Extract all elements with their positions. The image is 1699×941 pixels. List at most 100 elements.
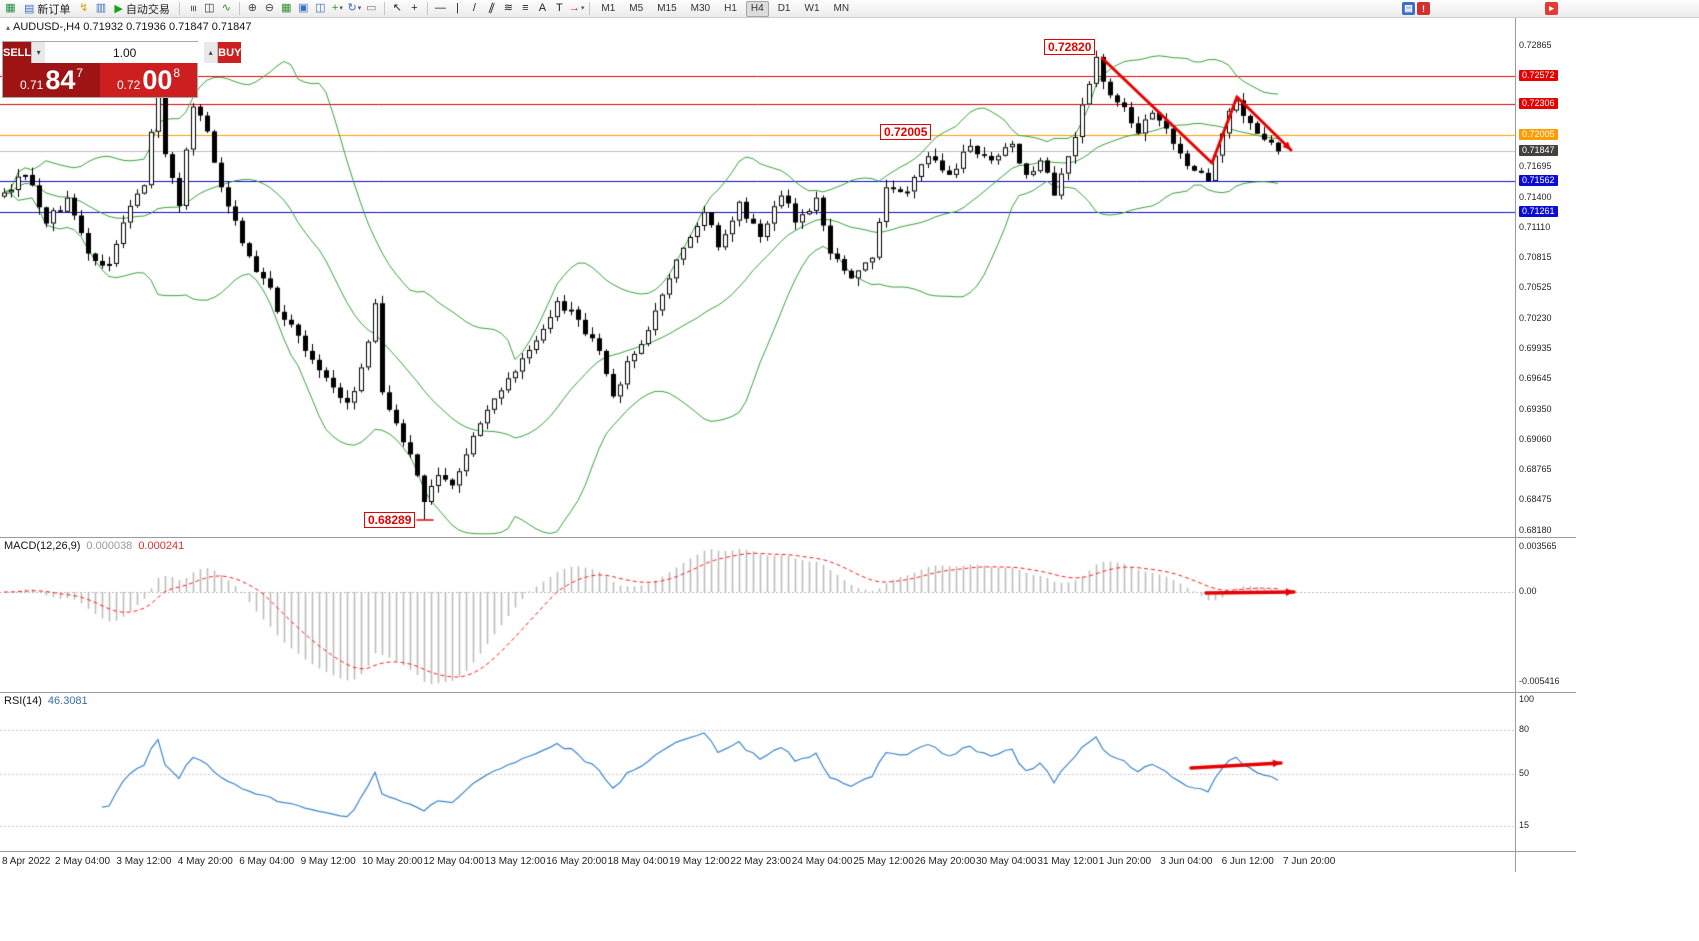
toolbar-separator	[589, 2, 591, 15]
axis-time-label: 3 May 12:00	[116, 856, 172, 867]
timeframe-button-M1[interactable]: M1	[601, 3, 616, 14]
rsi-axis-label: 50	[1519, 768, 1530, 778]
arrows-tool-icon[interactable]: → ▾	[568, 2, 585, 14]
price-line-label: 0.71562	[1519, 174, 1558, 186]
rsi-axis-label: 80	[1519, 723, 1530, 734]
mql-editor-icon[interactable]: ↯	[79, 2, 89, 14]
axis-time-label: 25 May 12:00	[853, 856, 914, 867]
text-icon[interactable]: A	[538, 2, 547, 14]
volume-input[interactable]	[45, 42, 205, 63]
timeframe-button-M15[interactable]: M15	[657, 3, 677, 14]
fibonacci-icon[interactable]: ≡	[522, 2, 529, 14]
timeframe-button-M30[interactable]: M30	[690, 3, 711, 14]
tile-vertical-icon[interactable]: ◫	[315, 2, 326, 14]
cascade-windows-icon[interactable]: ▣	[298, 2, 309, 14]
autotrade-button[interactable]: ▶ 自动交易	[110, 1, 173, 16]
price-line-label: 0.72572	[1519, 70, 1558, 82]
axis-time-label: 24 May 04:00	[791, 856, 853, 867]
axis-time-label: 19 May 12:00	[669, 856, 730, 867]
tile-windows-icon[interactable]: ▦	[281, 2, 292, 14]
chart-symbol-title: ▴ AUDUSD-,H4 0.71932 0.71936 0.71847 0.71…	[6, 21, 252, 33]
timeframe-button-MN[interactable]: MN	[833, 3, 850, 14]
new-order-icon: ▤	[24, 3, 35, 15]
rsi-axis-label: 15	[1519, 819, 1530, 830]
autotrade-play-icon: ▶	[114, 3, 123, 15]
price-axis-border	[1515, 18, 1516, 872]
macd-panel-canvas[interactable]	[0, 538, 1515, 692]
rsi-panel-canvas[interactable]	[0, 693, 1515, 851]
axis-time-label: 4 May 20:00	[177, 856, 233, 867]
timeframe-button-D1[interactable]: D1	[777, 3, 791, 14]
dropdown-caret-icon: ▾	[339, 5, 343, 12]
volume-decrease-button[interactable]: ▾	[32, 42, 46, 63]
axis-time-label: 10 May 20:00	[362, 856, 423, 867]
chart-marker-icon: ▴	[6, 23, 11, 32]
toolbar-separator	[383, 2, 385, 15]
horizontal-line-icon[interactable]: —	[434, 2, 446, 14]
trendline-icon[interactable]: /	[472, 2, 476, 14]
timeframe-button-W1[interactable]: W1	[804, 3, 820, 14]
axis-time-label: 13 May 12:00	[484, 856, 546, 867]
axis-time-label: 3 Jun 04:00	[1160, 856, 1213, 867]
depth-of-market-icon[interactable]: ▤	[1402, 2, 1415, 15]
zoom-in-icon[interactable]: ⊕	[247, 2, 257, 14]
sell-button[interactable]: SELL	[3, 42, 32, 63]
axis-price-label: 0.69350	[1519, 403, 1552, 414]
axis-price-label: 0.70230	[1519, 312, 1552, 323]
toolbar-separator	[426, 2, 428, 15]
macd-signal-value: 0.000241	[138, 540, 185, 552]
axis-time-label: 9 May 12:00	[300, 856, 356, 867]
buy-price-button[interactable]: 0.72 00 8	[100, 63, 197, 97]
autotrade-button-label: 自动交易	[125, 3, 170, 16]
toolbar-separator	[238, 2, 240, 15]
axis-time-label: 22 May 23:00	[730, 856, 791, 867]
axis-price-label: 0.68765	[1519, 464, 1552, 475]
market-watch-icon[interactable]: ▥	[95, 2, 107, 14]
timeframe-button-H4[interactable]: H4	[745, 0, 769, 17]
annotation-low-price[interactable]: 0.68289	[364, 512, 416, 528]
volume-field: ▾ ▴	[31, 42, 219, 63]
new-order-button[interactable]: ▤ 新订单	[20, 1, 74, 16]
macd-axis-label: 0.00	[1519, 586, 1537, 596]
chart-cycle-icon[interactable]: ↻ ▾	[347, 2, 362, 14]
timeframe-button-H1[interactable]: H1	[724, 3, 737, 14]
cursor-icon[interactable]: ↖	[392, 2, 402, 14]
zoom-out-icon[interactable]: ⊖	[264, 2, 274, 14]
macd-name: MACD(12,26,9)	[4, 540, 81, 552]
crosshair-icon[interactable]: +	[411, 2, 418, 14]
dropdown-caret-icon: ▾	[580, 5, 585, 12]
toolbar-separator	[178, 2, 180, 15]
equidistant-channel-icon[interactable]: ∥	[486, 1, 497, 15]
axis-time-label: 7 Jun 20:00	[1283, 856, 1336, 867]
bar-chart-icon[interactable]: ≡	[186, 5, 199, 12]
axis-time-label: 12 May 04:00	[423, 856, 484, 867]
buy-price-small: 0.72	[116, 78, 141, 92]
sell-price-button[interactable]: 0.71 84 7	[3, 63, 100, 97]
annotation-high-price[interactable]: 0.72820	[1044, 39, 1096, 55]
main-chart-canvas[interactable]	[0, 18, 1515, 537]
notification-icon[interactable]: ▸	[1545, 2, 1558, 15]
axis-time-label: 8 Apr 2022	[2, 856, 51, 867]
sell-price-pip: 7	[76, 66, 84, 80]
wave-icon[interactable]: ≋	[503, 2, 513, 14]
new-chart-icon[interactable]: + ▾	[331, 2, 343, 14]
buy-button[interactable]: BUY	[218, 42, 242, 63]
dropdown-caret-icon: ▾	[357, 5, 362, 12]
line-chart-icon[interactable]: ∿	[221, 2, 231, 14]
annotation-mid-price[interactable]: 0.72005	[880, 124, 932, 140]
terminal-icon[interactable]: ▦	[5, 2, 16, 14]
panel-separator	[0, 537, 1576, 538]
vertical-line-icon[interactable]: |	[455, 2, 459, 14]
strategy-tester-icon[interactable]: ▭	[366, 2, 377, 14]
macd-axis-label: -0.005416	[1519, 676, 1560, 686]
volume-increase-button[interactable]: ▴	[204, 42, 218, 63]
axis-time-label: 26 May 20:00	[914, 856, 976, 867]
rsi-indicator-label: RSI(14) 46.3081	[4, 695, 88, 707]
buy-price-big: 00	[142, 65, 173, 95]
text-label-icon[interactable]: T	[556, 2, 563, 14]
news-icon[interactable]: !	[1417, 2, 1430, 15]
candlestick-chart-icon[interactable]: ◫	[204, 2, 215, 14]
timeframe-button-M5[interactable]: M5	[629, 3, 644, 14]
axis-price-label: 0.68475	[1519, 494, 1552, 505]
